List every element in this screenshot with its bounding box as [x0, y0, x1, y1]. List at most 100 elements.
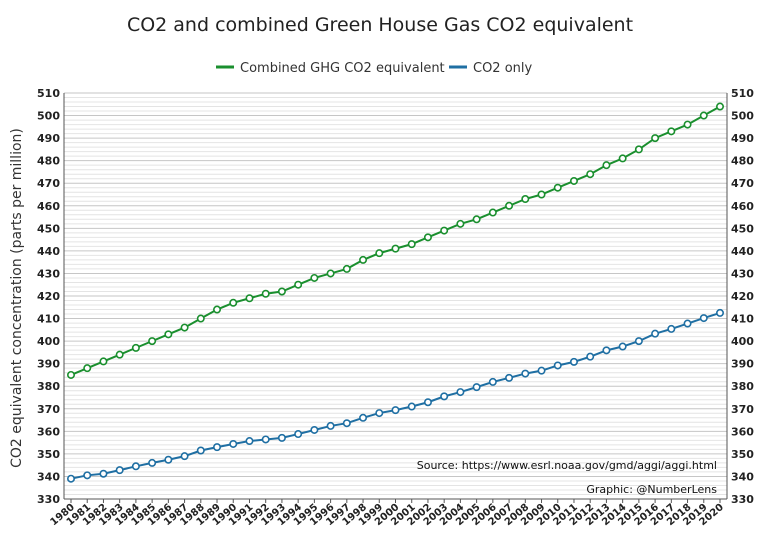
data-point[interactable] [359, 255, 368, 264]
data-point[interactable] [537, 366, 546, 375]
data-point[interactable] [196, 314, 205, 323]
data-point[interactable] [213, 305, 222, 314]
data-point[interactable] [699, 111, 708, 120]
data-point[interactable] [488, 377, 497, 386]
data-point[interactable] [83, 471, 92, 480]
legend-item-1[interactable]: CO2 only [449, 61, 533, 76]
data-point[interactable] [407, 240, 416, 249]
data-point[interactable] [521, 369, 530, 378]
data-point[interactable] [245, 437, 254, 446]
y-tick-label-right: 490 [731, 132, 754, 145]
y-axis-right-ticks: 330 340 350 360 370 380 390 400 410 420 430 440 450 4… [731, 87, 754, 506]
data-point[interactable] [651, 329, 660, 338]
y-tick-label-left: 490 [37, 132, 60, 145]
data-point[interactable] [229, 298, 238, 307]
data-point[interactable] [83, 364, 92, 373]
data-point[interactable] [699, 314, 708, 323]
data-point[interactable] [261, 289, 270, 298]
y-tick-label-left: 400 [37, 335, 60, 348]
legend-label: CO2 only [473, 61, 533, 76]
data-point[interactable] [537, 190, 546, 199]
data-point[interactable] [391, 244, 400, 253]
data-point[interactable] [553, 183, 562, 192]
data-point[interactable] [213, 443, 222, 452]
data-point[interactable] [505, 201, 514, 210]
data-point[interactable] [131, 462, 140, 471]
legend[interactable]: Combined GHG CO2 equivalent CO2 only [216, 61, 533, 76]
data-point[interactable] [342, 264, 351, 273]
data-point[interactable] [683, 319, 692, 328]
data-point[interactable] [180, 452, 189, 461]
data-point[interactable] [634, 337, 643, 346]
data-point[interactable] [326, 421, 335, 430]
data-point[interactable] [261, 435, 270, 444]
y-tick-label-left: 380 [37, 380, 60, 393]
data-point[interactable] [618, 154, 627, 163]
data-point[interactable] [667, 127, 676, 136]
data-point[interactable] [391, 406, 400, 415]
data-point[interactable] [521, 195, 530, 204]
data-point[interactable] [294, 430, 303, 439]
data-point[interactable] [456, 388, 465, 397]
data-point[interactable] [440, 392, 449, 401]
data-point[interactable] [569, 176, 578, 185]
data-point[interactable] [715, 308, 724, 317]
data-point[interactable] [115, 466, 124, 475]
data-point[interactable] [423, 233, 432, 242]
data-point[interactable] [553, 361, 562, 370]
data-point[interactable] [359, 413, 368, 422]
data-point[interactable] [326, 269, 335, 278]
data-point[interactable] [99, 357, 108, 366]
data-point[interactable] [164, 330, 173, 339]
data-point[interactable] [310, 425, 319, 434]
data-point[interactable] [67, 370, 76, 379]
data-point[interactable] [586, 352, 595, 361]
y-tick-label-left: 510 [37, 87, 60, 100]
y-tick-label-left: 450 [37, 222, 60, 235]
data-point[interactable] [407, 402, 416, 411]
data-point[interactable] [375, 249, 384, 258]
y-tick-label-right: 390 [731, 358, 754, 371]
data-point[interactable] [277, 433, 286, 442]
data-point[interactable] [148, 337, 157, 346]
data-point[interactable] [569, 357, 578, 366]
data-point[interactable] [310, 273, 319, 282]
data-point[interactable] [505, 373, 514, 382]
data-point[interactable] [180, 323, 189, 332]
data-point[interactable] [440, 226, 449, 235]
data-point[interactable] [423, 398, 432, 407]
data-point[interactable] [683, 120, 692, 129]
data-point[interactable] [667, 324, 676, 333]
data-point[interactable] [99, 469, 108, 478]
data-point[interactable] [634, 145, 643, 154]
data-point[interactable] [456, 219, 465, 228]
data-point[interactable] [67, 474, 76, 483]
y-tick-label-left: 470 [37, 177, 60, 190]
data-point[interactable] [229, 439, 238, 448]
data-point[interactable] [375, 409, 384, 418]
y-axis-left-ticks: 330 340 350 360 370 380 390 400 410 420 430 440 450 4… [37, 87, 60, 506]
data-point[interactable] [294, 280, 303, 289]
data-point[interactable] [488, 208, 497, 217]
data-point[interactable] [342, 419, 351, 428]
y-tick-label-right: 460 [731, 200, 754, 213]
legend-item-0[interactable]: Combined GHG CO2 equivalent [216, 61, 445, 76]
data-point[interactable] [164, 455, 173, 464]
data-point[interactable] [196, 446, 205, 455]
data-point[interactable] [148, 458, 157, 467]
data-point[interactable] [277, 287, 286, 296]
y-tick-label-right: 500 [731, 110, 754, 123]
data-point[interactable] [602, 346, 611, 355]
data-point[interactable] [586, 170, 595, 179]
y-tick-label-right: 400 [731, 335, 754, 348]
data-point[interactable] [131, 343, 140, 352]
data-point[interactable] [651, 134, 660, 143]
data-point[interactable] [472, 215, 481, 224]
data-point[interactable] [618, 342, 627, 351]
data-point[interactable] [245, 294, 254, 303]
data-point[interactable] [715, 102, 724, 111]
data-point[interactable] [115, 350, 124, 359]
data-point[interactable] [472, 383, 481, 392]
data-point[interactable] [602, 161, 611, 170]
y-tick-label-left: 330 [37, 493, 60, 506]
